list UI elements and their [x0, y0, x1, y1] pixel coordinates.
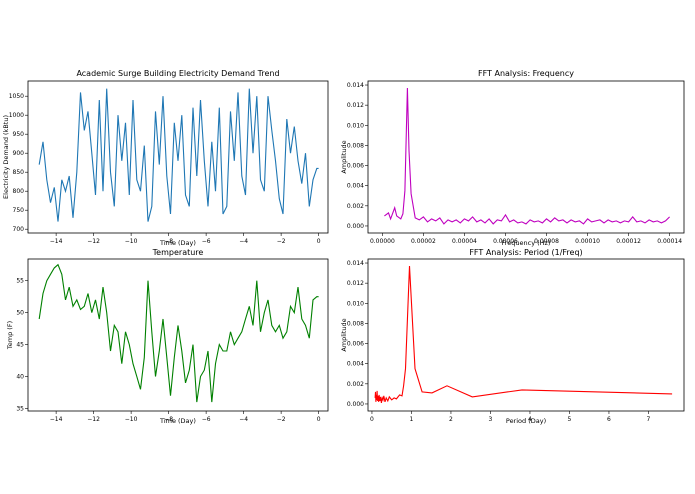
chart-demand-ytick-label: 700: [13, 226, 25, 233]
chart-fft-period-ytick-label: 0.004: [347, 361, 364, 368]
chart-fft-frequency-xtick-label: 0.00008: [534, 238, 559, 245]
chart-fft-period-ytick-label: 0.008: [347, 320, 364, 327]
chart-demand-xtick-label: −12: [87, 238, 100, 245]
chart-fft-period-xtick-label: 2: [449, 416, 453, 423]
chart-fft-period-xtick-label: 6: [607, 416, 611, 423]
chart-temperature-ytick-label: 45: [16, 342, 24, 349]
chart-temperature-xtick-label: −2: [277, 416, 286, 423]
chart-fft-frequency-ytick-label: 0.004: [347, 183, 364, 190]
chart-demand-xtick-label: 0: [317, 238, 321, 245]
chart-demand-ytick-label: 1050: [9, 93, 24, 100]
chart-temperature-yticks: 35 40 45 50 55: [16, 278, 28, 412]
chart-fft-frequency-ytick-label: 0.000: [347, 223, 364, 230]
chart-temperature: Temperature Time (Day) Temp (F) −14 −12 −1…: [6, 248, 329, 425]
chart-fft-frequency-xticks: 0.00000 0.00002 0.00004 0.00006 0.00008 0.000…: [370, 233, 682, 245]
chart-demand-ytick-label: 1000: [9, 112, 24, 119]
chart-fft-frequency-xtick-label: 0.00012: [616, 238, 641, 245]
chart-fft-frequency-series-line: [384, 87, 670, 225]
chart-fft-period-xtick-label: 3: [489, 416, 493, 423]
chart-temperature-xtick-label: −6: [202, 416, 211, 423]
chart-fft-period-xtick-label: 0: [370, 416, 374, 423]
chart-fft-period-ytick-label: 0.010: [347, 300, 364, 307]
chart-demand-ytick-label: 750: [13, 207, 25, 214]
chart-temperature-ytick-label: 40: [16, 374, 24, 381]
chart-demand-ytick-label: 800: [13, 188, 25, 195]
chart-fft-frequency-xtick-label: 0.00006: [493, 238, 518, 245]
chart-fft-period-title: FFT Analysis: Period (1/Freq): [469, 248, 582, 257]
chart-temperature-ytick-label: 55: [16, 278, 24, 285]
chart-fft-period-ytick-label: 0.014: [347, 260, 364, 267]
chart-demand-ytick-label: 900: [13, 150, 25, 157]
chart-fft-period-ytick-label: 0.006: [347, 341, 364, 348]
chart-fft-frequency-xtick-label: 0.00014: [657, 238, 682, 245]
chart-demand-xtick-label: −10: [125, 238, 138, 245]
chart-demand-xlabel: Time (Day): [159, 239, 196, 247]
chart-temperature-xticks: −14 −12 −10 −8 −6 −4 −2 0: [50, 411, 321, 423]
chart-fft-period-xtick-label: 4: [528, 416, 532, 423]
chart-fft-frequency-ytick-label: 0.012: [347, 102, 364, 109]
chart-temperature-xtick-label: −8: [164, 416, 173, 423]
chart-fft-frequency-ylabel: Amplitude: [340, 140, 348, 173]
chart-temperature-xtick-label: −4: [239, 416, 248, 423]
chart-demand-yticks: 700 750 800 850 900 950 1000 1050: [9, 93, 28, 233]
chart-temperature-xlabel: Time (Day): [159, 417, 196, 425]
chart-temperature-ytick-label: 50: [16, 310, 24, 317]
chart-demand-ylabel: Electricity Demand (kBtu): [2, 115, 10, 199]
chart-fft-frequency-ytick-label: 0.014: [347, 82, 364, 89]
chart-demand-xtick-label: −6: [202, 238, 211, 245]
chart-fft-frequency-yticks: 0.000 0.002 0.004 0.006 0.008 0.010 0.012 0.014: [347, 82, 368, 230]
chart-fft-frequency-ytick-label: 0.010: [347, 122, 364, 129]
chart-demand-xtick-label: −2: [277, 238, 286, 245]
chart-fft-frequency-title: FFT Analysis: Frequency: [478, 69, 574, 78]
chart-fft-frequency-ytick-label: 0.006: [347, 163, 364, 170]
chart-fft-period-yticks: 0.000 0.002 0.004 0.006 0.008 0.010 0.012 0.014: [347, 260, 368, 408]
chart-fft-period-xticks: 0 1 2 3 4 5 6 7: [370, 411, 651, 423]
chart-fft-frequency-xlabel: Frequency (Hz): [501, 239, 550, 247]
chart-fft-frequency-ytick-label: 0.002: [347, 203, 364, 210]
chart-temperature-frame: [27, 258, 329, 412]
chart-fft-frequency-xtick-label: 0.00010: [575, 238, 600, 245]
chart-fft-frequency: FFT Analysis: Frequency Frequency (Hz) A…: [340, 69, 685, 247]
chart-demand-xtick-label: −14: [50, 238, 63, 245]
chart-demand: Academic Surge Building Electricity Dema…: [2, 69, 329, 247]
chart-temperature-xtick-label: 0: [317, 416, 321, 423]
chart-fft-period-ytick-label: 0.002: [347, 381, 364, 388]
chart-fft-frequency-xtick-label: 0.00000: [370, 238, 395, 245]
chart-demand-xticks: −14 −12 −10 −8 −6 −4 −2 0: [50, 233, 321, 245]
chart-fft-frequency-ytick-label: 0.008: [347, 142, 364, 149]
chart-fft-period-ylabel: Amplitude: [340, 318, 348, 351]
chart-fft-frequency-frame: [367, 80, 685, 234]
chart-demand-frame: [27, 80, 329, 234]
chart-demand-title: Academic Surge Building Electricity Dema…: [76, 69, 279, 78]
chart-temperature-xtick-label: −10: [125, 416, 138, 423]
chart-temperature-title: Temperature: [152, 248, 204, 257]
chart-fft-period-frame: [367, 258, 685, 412]
chart-temperature-ytick-label: 35: [16, 405, 24, 412]
chart-demand-ytick-label: 850: [13, 169, 25, 176]
chart-fft-frequency-xtick-label: 0.00004: [452, 238, 477, 245]
chart-demand-series-line: [38, 88, 319, 222]
chart-fft-period-ytick-label: 0.012: [347, 280, 364, 287]
chart-fft-period-xtick-label: 7: [647, 416, 651, 423]
chart-fft-period-xtick-label: 1: [410, 416, 414, 423]
chart-fft-period-xlabel: Period (Day): [506, 417, 546, 425]
chart-temperature-xtick-label: −14: [50, 416, 63, 423]
chart-temperature-ylabel: Temp (F): [6, 321, 14, 350]
chart-fft-period-series-line: [374, 265, 673, 403]
chart-demand-ytick-label: 950: [13, 131, 25, 138]
chart-fft-period-ytick-label: 0.000: [347, 401, 364, 408]
chart-demand-xtick-label: −8: [164, 238, 173, 245]
chart-fft-frequency-xtick-label: 0.00002: [411, 238, 436, 245]
chart-demand-xtick-label: −4: [239, 238, 248, 245]
chart-temperature-xtick-label: −12: [87, 416, 100, 423]
chart-temperature-series-line: [38, 263, 319, 403]
chart-fft-period-xtick-label: 5: [568, 416, 572, 423]
chart-fft-period: FFT Analysis: Period (1/Freq) Period (Da…: [340, 248, 685, 425]
